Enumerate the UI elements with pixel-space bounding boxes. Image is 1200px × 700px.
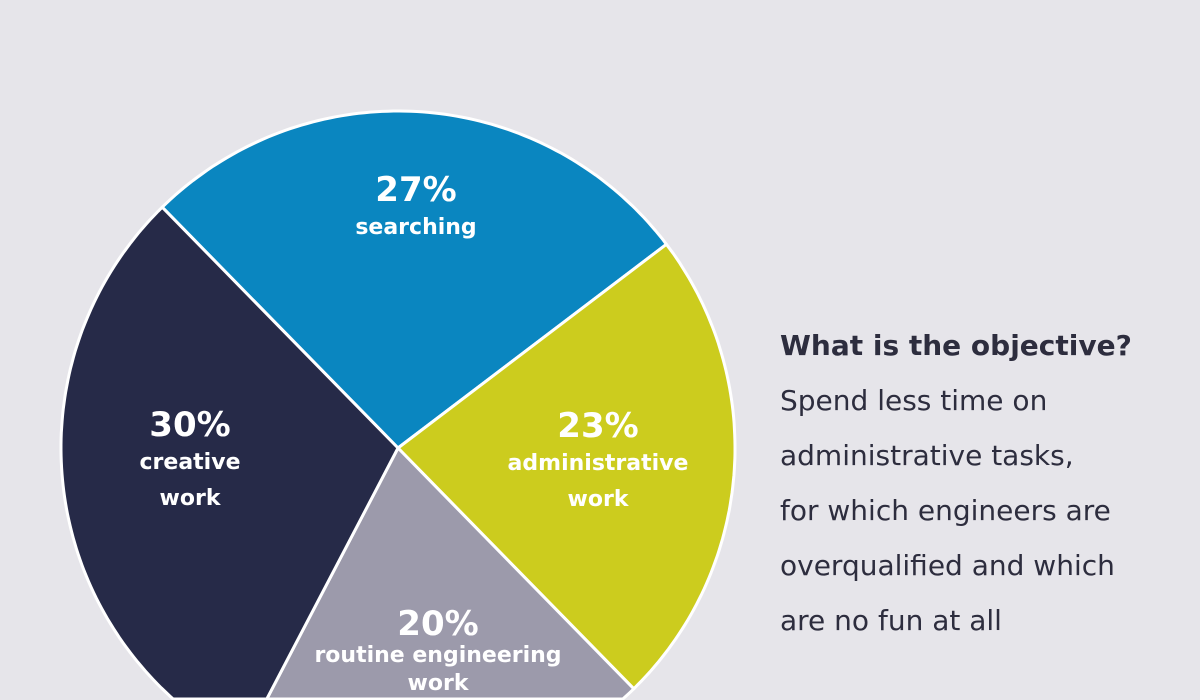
slice-percent: 27% <box>375 170 457 210</box>
pie-chart <box>59 109 737 700</box>
objective-line: for which engineers are <box>780 494 1111 527</box>
label-creative: 30% creative work <box>140 405 241 517</box>
slice-percent: 23% <box>557 406 639 446</box>
slice-category: administrative <box>507 451 689 476</box>
slice-category: work <box>407 671 469 696</box>
objective-line: Spend less time on <box>780 384 1048 417</box>
objective-heading: What is the objective? <box>780 329 1132 362</box>
slice-percent: 20% <box>397 604 479 644</box>
objective-line: overqualified and which <box>780 549 1115 582</box>
objective-line: are no fun at all <box>780 604 1002 637</box>
pie-slice-administrative-work <box>396 242 737 691</box>
slice-category: routine engineering <box>314 643 562 668</box>
label-searching: 27% searching <box>355 170 476 246</box>
slice-category: searching <box>355 215 477 240</box>
slice-category: work <box>567 487 629 512</box>
pie-slice-searching <box>160 109 668 450</box>
slice-percent: 30% <box>149 405 231 445</box>
slice-category: work <box>159 486 221 511</box>
objective-text: What is the objective? Spend less time o… <box>780 318 1132 648</box>
label-administrative: 23% administrative work <box>508 406 689 518</box>
objective-line: administrative tasks, <box>780 439 1074 472</box>
slice-category: creative <box>139 450 241 475</box>
label-routine: 20% routine engineering work <box>314 606 561 698</box>
pie-slice-creative-work <box>59 205 400 700</box>
